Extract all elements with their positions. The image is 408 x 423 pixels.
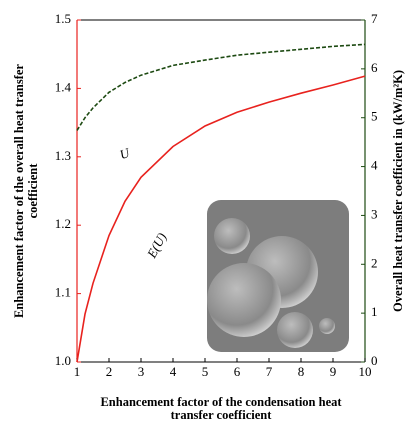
y-tick-label: 1.3 bbox=[55, 148, 71, 163]
x-tick-label: 9 bbox=[330, 364, 337, 379]
y-tick-label: 1.5 bbox=[55, 11, 71, 26]
y-axis-label: coefficient bbox=[26, 163, 40, 219]
y2-tick-label: 0 bbox=[371, 353, 378, 368]
x-tick-label: 2 bbox=[106, 364, 113, 379]
x-axis-label: transfer coefficient bbox=[171, 408, 273, 422]
y2-axis-label: Overall heat transfer coefficient in (kW… bbox=[391, 70, 405, 312]
x-tick-label: 5 bbox=[202, 364, 209, 379]
series-annotation: E(U) bbox=[143, 230, 169, 261]
y-tick-label: 1.2 bbox=[55, 216, 71, 231]
y2-tick-label: 4 bbox=[371, 158, 378, 173]
y-tick-label: 1.0 bbox=[55, 353, 71, 368]
y-tick-label: 1.4 bbox=[55, 79, 72, 94]
x-axis-label: Enhancement factor of the condensation h… bbox=[100, 395, 342, 409]
x-tick-label: 3 bbox=[138, 364, 145, 379]
series-annotation: U bbox=[118, 144, 133, 162]
y2-tick-label: 6 bbox=[371, 60, 378, 75]
x-tick-label: 4 bbox=[170, 364, 177, 379]
series-line bbox=[76, 75, 366, 363]
y2-tick-label: 3 bbox=[371, 206, 378, 221]
x-tick-label: 1 bbox=[74, 364, 81, 379]
y-tick-label: 1.1 bbox=[55, 285, 71, 300]
x-tick-label: 10 bbox=[359, 364, 372, 379]
x-tick-label: 6 bbox=[234, 364, 241, 379]
series-line bbox=[76, 43, 366, 131]
y2-tick-label: 5 bbox=[371, 109, 378, 124]
y-axis-label: Enhancement factor of the overall heat t… bbox=[12, 64, 26, 318]
y2-tick-label: 7 bbox=[371, 11, 378, 26]
y2-tick-label: 2 bbox=[371, 255, 378, 270]
photo-inset bbox=[207, 200, 349, 352]
y2-tick-label: 1 bbox=[371, 304, 378, 319]
x-tick-label: 8 bbox=[298, 364, 305, 379]
x-tick-label: 7 bbox=[266, 364, 273, 379]
